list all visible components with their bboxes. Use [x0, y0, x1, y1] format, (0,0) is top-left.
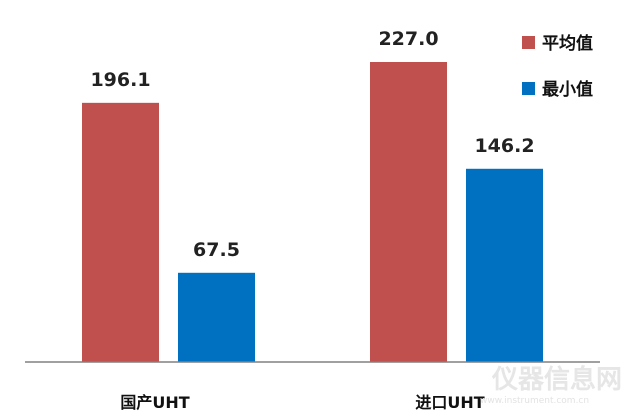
bar-0-0: [82, 102, 159, 362]
bar-0-1: [178, 272, 255, 362]
watermark: 仪器信息网 www.instrument.com.cn: [480, 364, 622, 406]
watermark-url: www.instrument.com.cn: [480, 396, 589, 406]
watermark-text: 仪器信息网: [491, 364, 622, 395]
data-label: 227.0: [378, 28, 438, 50]
data-label: 67.5: [193, 239, 240, 261]
data-label: 146.2: [474, 135, 534, 157]
bar-1-1: [466, 168, 543, 362]
bar-1-0: [370, 62, 447, 362]
legend-label: 最小值: [542, 79, 593, 100]
legend-label: 平均值: [542, 33, 593, 54]
legend-swatch: [522, 36, 535, 49]
x-tick-label: 进口UHT: [415, 393, 484, 412]
data-label: 196.1: [90, 69, 150, 91]
x-tick-label: 国产UHT: [120, 393, 189, 412]
legend-swatch: [522, 82, 535, 95]
